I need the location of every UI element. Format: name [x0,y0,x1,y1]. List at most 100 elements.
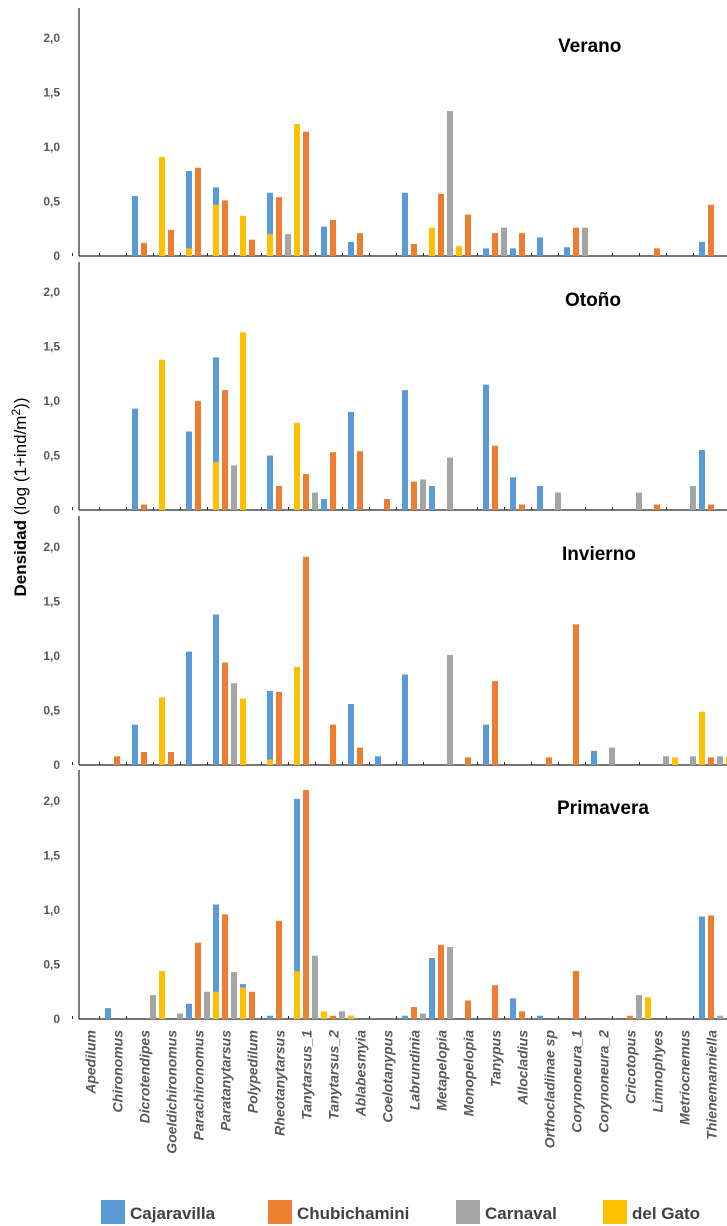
bar-cajaravilla-polypedilum [267,455,273,510]
bar-chubichamini-chironomus [141,504,147,510]
bar-del-gato-goeldichironomus [213,462,219,510]
bar-carnaval-allocladius [555,492,561,510]
bar-carnaval-corynoneura-1 [609,747,615,765]
bar-carnaval-metriocnemus [717,756,723,765]
bar-cajaravilla-apedilum [105,1008,111,1019]
bar-chubichamini-parachironomus [222,914,228,1019]
bar-carnaval-coelotanypus [420,1013,426,1019]
y-tick-label: 1,5 [43,340,60,354]
bar-chubichamini-paratanytarsus [249,239,255,256]
bar-carnaval-cricotopus [663,756,669,765]
bar-chubichamini-labrundinia [438,944,444,1019]
bar-cajaravilla-allocladius [537,237,543,256]
bar-del-gato-polypedilum [294,422,300,510]
bar-del-gato-parachironomus [240,332,246,510]
category-label-coelotanypus: Coelotanypus [380,1030,396,1123]
legend: Cajaravilla Chubichamini Carnaval del Gato [101,1200,700,1224]
bar-del-gato-coelotanypus [429,227,435,256]
category-label-goeldichironomus: Goeldichironomus [164,1030,180,1154]
category-label-metriocnemus: Metriocnemus [677,1030,693,1125]
bar-cajaravilla-tanytarsus-1 [321,226,327,256]
y-axis-title-units: (log (1+ind/m [11,416,30,520]
bar-chubichamini-coelotanypus [411,244,417,256]
bar-cajaravilla-goeldichironomus [186,1003,192,1019]
bar-cajaravilla-parachironomus [213,357,219,510]
legend-swatch [603,1200,627,1224]
bar-chubichamini-dicrotendipes [168,751,174,765]
legend-label: del Gato [632,1204,700,1223]
y-axis-title-close: )) [11,398,30,409]
bar-carnaval-limnophyes [690,756,696,765]
bar-chubichamini-rheotanytarsus [303,131,309,256]
bar-chubichamini-metriocnemus [708,915,714,1019]
bar-cajaravilla-monopelopia [483,248,489,256]
bar-carnaval-labrundinia [447,947,453,1019]
bar-del-gato-dicrotendipes [186,248,192,256]
bar-carnaval-labrundinia [447,457,453,510]
category-label-tanytarsus-2: Tanytarsus_2 [326,1030,342,1120]
bar-chubichamini-polypedilum [276,486,282,510]
bar-chubichamini-paratanytarsus [249,991,255,1019]
bar-carnaval-monopelopia [501,227,507,256]
bar-cajaravilla-monopelopia [483,724,489,765]
bar-chubichamini-metriocnemus [708,504,714,510]
bar-cajaravilla-tanypus [510,248,516,256]
panel-verano: 0 0,5 1,0 1,5 2,0 Verano [43,8,727,263]
category-label-corynoneura-1: Corynoneura_1 [569,1030,585,1133]
bar-carnaval-parachironomus [231,683,237,765]
bar-del-gato-chironomus [159,359,165,510]
category-label-polypedilum: Polypedilum [245,1030,261,1113]
bar-chubichamini-rheotanytarsus [303,556,309,765]
bar-chubichamini-parachironomus [222,200,228,256]
bar-chubichamini-metapelopia [465,1000,471,1019]
bar-chubichamini-rheotanytarsus [303,474,309,510]
bar-del-gato-tanytarsus-1 [348,1015,354,1019]
bar-cajaravilla-parachironomus [213,904,219,1019]
y-tick-label: 2,0 [43,31,60,45]
legend-item-cajaravilla: Cajaravilla [101,1200,216,1224]
category-label-ablabesmyia: Ablabesmyia [353,1030,369,1118]
bar-chubichamini-allocladius [546,757,552,765]
bar-chubichamini-goeldichironomus [195,942,201,1019]
bar-cajaravilla-rheotanytarsus [294,798,300,1019]
bar-chubichamini-labrundinia [438,193,444,256]
bar-chubichamini-polypedilum [276,691,282,765]
category-label-allocladius: Allocladius [515,1030,531,1106]
bar-cajaravilla-tanypus [510,998,516,1019]
bar-carnaval-rheotanytarsus [312,492,318,510]
bar-chubichamini-goeldichironomus [195,167,201,256]
category-label-dicrotendipes: Dicrotendipes [137,1030,153,1124]
bar-del-gato-corynoneura-2 [645,997,651,1019]
category-label-labrundinia: Labrundinia [407,1030,423,1110]
y-tick-label: 1,0 [43,649,60,663]
bar-chubichamini-cricotopus [654,248,660,256]
bar-cajaravilla-ablabesmyia [375,756,381,765]
bar-carnaval-corynoneura-2 [636,995,642,1019]
bar-chubichamini-metapelopia [465,757,471,765]
bar-carnaval-tanytarsus-1 [339,1011,345,1019]
category-label-orthocladiinae-sp: Orthocladiinae sp [542,1030,558,1149]
bar-cajaravilla-goeldichironomus [186,651,192,765]
legend-label: Carnaval [485,1204,557,1223]
bar-chubichamini-monopelopia [492,233,498,256]
bar-cajaravilla-polypedilum [267,690,273,765]
category-label-paratanytarsus: Paratanytarsus [218,1030,234,1131]
bar-cajaravilla-goeldichironomus [186,431,192,510]
bar-cajaravilla-corynoneura-1 [591,750,597,765]
bar-cajaravilla-polypedilum [267,1015,273,1019]
bar-chubichamini-coelotanypus [411,1007,417,1019]
y-tick-label: 0 [53,758,60,772]
y-tick-label: 0 [53,249,60,263]
y-axis-title-bold: Densidad [11,520,30,597]
bar-carnaval-labrundinia [447,111,453,256]
bar-del-gato-polypedilum [294,666,300,765]
legend-item-del-gato: del Gato [603,1200,700,1224]
bar-cajaravilla-orthocladiinae-sp [564,247,570,256]
bar-chubichamini-orthocladiinae-sp [573,624,579,765]
bar-cajaravilla-coelotanypus [402,1015,408,1019]
x-axis-category-labels: Apedilum Chironomus Dicrotendipes Goeldichi… [83,1030,720,1154]
y-tick-label: 1,5 [43,86,60,100]
bar-chubichamini-tanypus [519,1011,525,1019]
category-label-monopelopia: Monopelopia [461,1030,477,1117]
bar-chubichamini-tanytarsus-1 [330,220,336,256]
